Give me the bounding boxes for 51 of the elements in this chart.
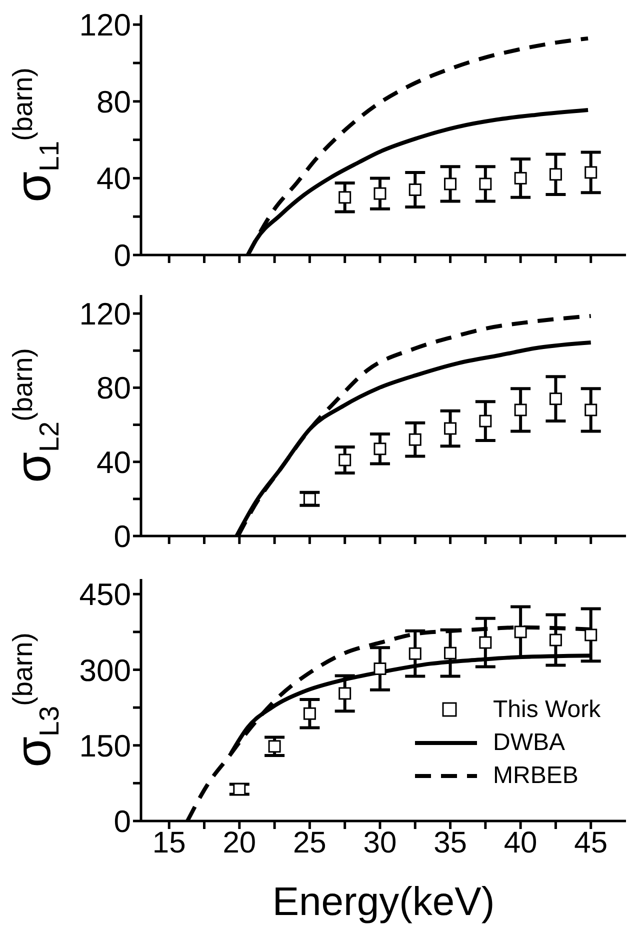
- legend-label: DWBA: [493, 728, 565, 756]
- point: [303, 707, 316, 720]
- point: [549, 634, 562, 646]
- point: [549, 168, 562, 181]
- point: [514, 626, 527, 638]
- y-tick-label: 150: [79, 728, 131, 764]
- point: [584, 628, 598, 642]
- point: [303, 492, 316, 506]
- y-tick-label: 450: [79, 577, 131, 612]
- point: [444, 646, 457, 660]
- point: [268, 740, 281, 753]
- x-tick-label: 35: [434, 826, 467, 860]
- point: [584, 404, 598, 416]
- point: [408, 183, 422, 196]
- y-tick-label: 40: [96, 444, 131, 480]
- legend-label: MRBEB: [493, 762, 578, 790]
- y-tick-label: 300: [79, 652, 131, 688]
- point: [584, 166, 598, 179]
- x-tick-label: 45: [574, 826, 608, 860]
- point: [374, 187, 386, 200]
- point: [408, 433, 422, 446]
- x-tick-label: 25: [293, 826, 326, 860]
- point: [514, 172, 527, 184]
- y-tick-label: 0: [114, 519, 131, 554]
- point: [479, 636, 492, 649]
- y-tick-label: 120: [79, 8, 131, 43]
- x-axis-title: Energy(keV): [272, 880, 495, 924]
- point: [479, 414, 492, 428]
- point: [514, 404, 527, 416]
- point: [338, 454, 352, 466]
- y-tick-label: 0: [114, 238, 131, 274]
- point: [374, 662, 386, 675]
- point: [338, 191, 352, 204]
- y-tick-label: 0: [114, 804, 131, 840]
- point: [444, 178, 457, 190]
- point: [233, 782, 246, 796]
- point: [374, 442, 386, 456]
- x-tick-label: 30: [363, 826, 397, 860]
- point: [479, 178, 492, 190]
- x-tick-label: 40: [504, 826, 538, 860]
- point: [444, 422, 457, 435]
- y-tick-label: 40: [96, 161, 131, 196]
- point: [408, 647, 422, 660]
- x-tick-label: 20: [222, 826, 256, 860]
- x-tick-label: 15: [152, 826, 186, 860]
- point: [338, 687, 352, 700]
- legend-label: This Work: [493, 696, 601, 724]
- y-tick-label: 80: [96, 84, 131, 120]
- y-tick-label: 80: [96, 370, 131, 406]
- y-tick-label: 120: [79, 296, 131, 332]
- point: [549, 392, 562, 406]
